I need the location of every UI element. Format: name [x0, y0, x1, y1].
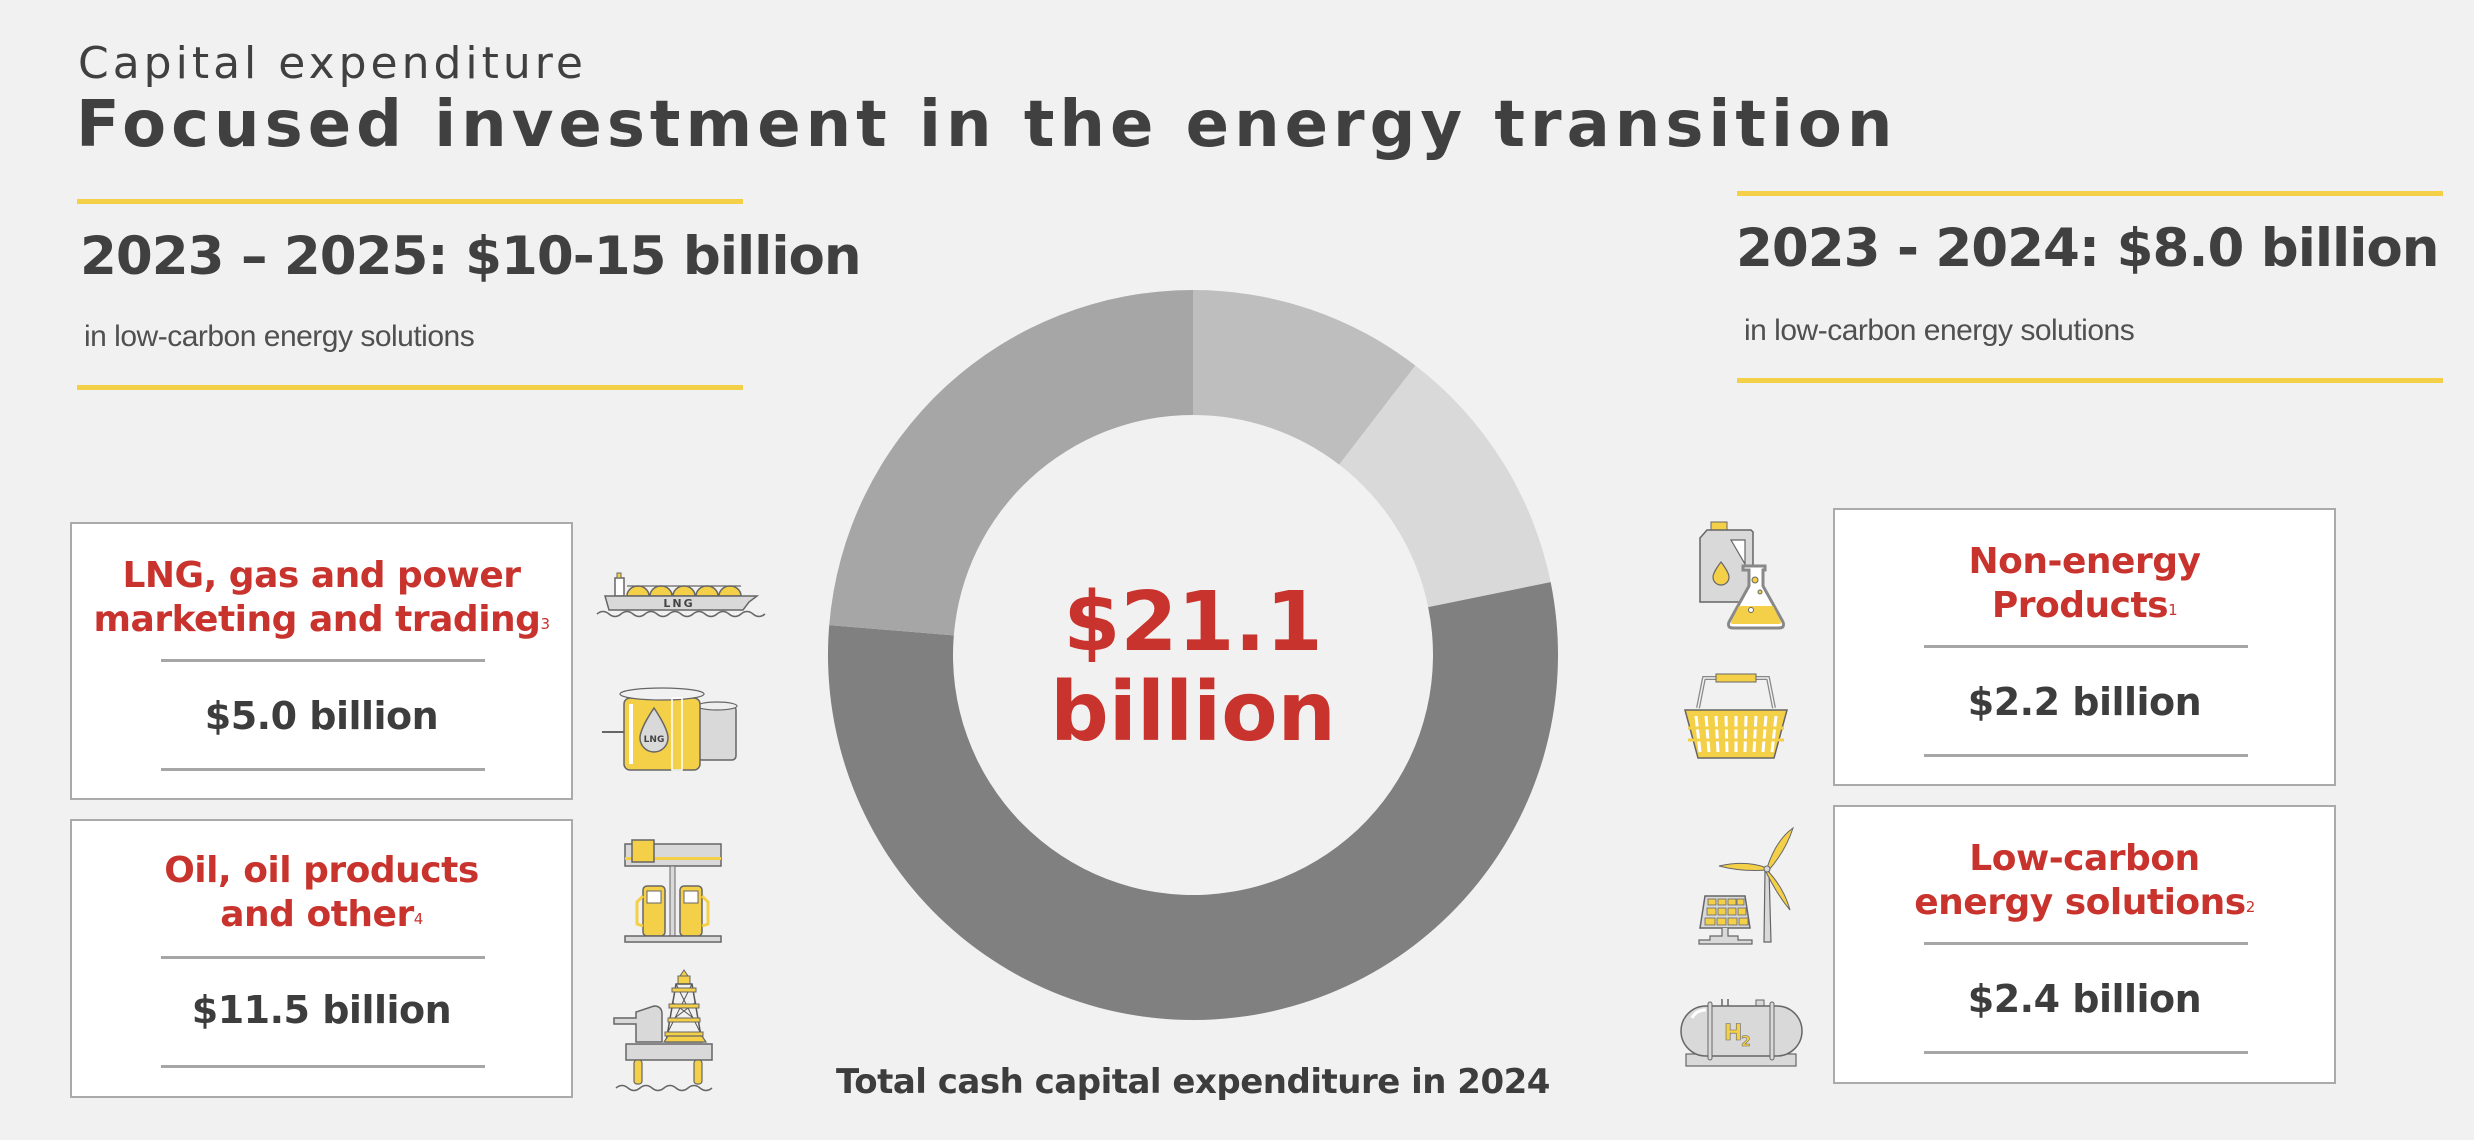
svg-text:LNG: LNG	[644, 735, 665, 745]
donut-caption: Total cash capital expenditure in 2024	[836, 1062, 1550, 1102]
card-title-line2: energy solutions2	[1835, 881, 2334, 931]
page-kicker: Capital expenditure	[78, 38, 587, 89]
yellow-divider-bottom-left	[77, 385, 743, 390]
donut-segment	[1339, 365, 1551, 608]
card-title-line1: LNG, gas and power	[122, 555, 521, 596]
yellow-divider-top-right	[1737, 191, 2443, 196]
card-title: Low-carbon energy solutions2	[1835, 837, 2334, 931]
page-title: Focused investment in the energy transit…	[76, 88, 1898, 162]
wind-solar-icon	[1698, 826, 1794, 945]
card-divider	[161, 659, 485, 662]
target-subtext-right: in low-carbon energy solutions	[1744, 314, 2135, 347]
chemicals-bottle-flask-icon	[1699, 521, 1785, 630]
card-title-line2-text: Products	[1991, 585, 2169, 626]
card-value: $11.5 billion	[191, 988, 452, 1032]
offshore-oil-rig-icon	[613, 969, 713, 1092]
donut-center-amount: $21.1	[1063, 575, 1323, 670]
footnote-marker: 4	[413, 910, 424, 928]
target-headline-left: 2023 – 2025: $10-15 billion	[80, 226, 862, 287]
footnote-marker: 1	[2168, 601, 2178, 619]
fuel-station-icon	[624, 839, 722, 943]
card-value: $2.2 billion	[1967, 680, 2202, 724]
card-lng-gas-power: LNG, gas and power marketing and trading…	[70, 522, 573, 800]
card-title-line2: and other4	[72, 893, 571, 943]
footnote-marker: 2	[2245, 898, 2256, 916]
card-title-line1: Oil, oil products	[164, 850, 479, 891]
yellow-divider-bottom-right	[1737, 378, 2443, 383]
card-divider	[161, 956, 485, 959]
donut-segment	[1193, 290, 1416, 465]
donut-center-unit: billion	[1050, 665, 1336, 760]
card-title-line2-text: marketing and trading	[93, 599, 541, 640]
card-divider	[161, 1065, 485, 1068]
card-title-line2: marketing and trading3	[72, 598, 571, 648]
svg-text:H: H	[1724, 1021, 1742, 1046]
card-value: $5.0 billion	[204, 694, 439, 738]
card-value: $2.4 billion	[1967, 977, 2202, 1021]
yellow-divider-top-left	[77, 199, 743, 204]
card-title-line2: Products1	[1835, 584, 2334, 634]
target-subtext-left: in low-carbon energy solutions	[84, 320, 475, 353]
card-title: Oil, oil products and other4	[72, 849, 571, 943]
donut-segment	[829, 290, 1193, 636]
card-low-carbon-solutions: Low-carbon energy solutions2 $2.4 billio…	[1833, 805, 2336, 1084]
card-divider	[1924, 942, 2248, 945]
donut-segment	[827, 582, 1559, 1021]
hydrogen-tank-icon: H 2	[1680, 999, 1803, 1067]
lng-carrier-ship-icon: LNG	[596, 572, 766, 618]
card-title-line1: Non-energy	[1968, 541, 2201, 582]
svg-text:2: 2	[1741, 1034, 1751, 1050]
card-divider	[1924, 645, 2248, 648]
svg-text:LNG: LNG	[663, 597, 694, 610]
card-title: Non-energy Products1	[1835, 540, 2334, 634]
card-title: LNG, gas and power marketing and trading…	[72, 554, 571, 648]
target-headline-right: 2023 - 2024: $8.0 billion	[1736, 218, 2440, 279]
card-divider	[161, 768, 485, 771]
shopping-basket-icon	[1684, 673, 1788, 759]
card-non-energy-products: Non-energy Products1 $2.2 billion	[1833, 508, 2336, 786]
card-title-line2-text: and other	[220, 894, 414, 935]
card-title-line1: Low-carbon	[1969, 838, 2200, 879]
card-title-line2-text: energy solutions	[1914, 882, 2246, 923]
card-divider	[1924, 1051, 2248, 1054]
footnote-marker: 3	[540, 615, 550, 633]
card-oil-products: Oil, oil products and other4 $11.5 billi…	[70, 819, 573, 1098]
lng-storage-tank-icon: LNG	[602, 687, 738, 771]
card-divider	[1924, 754, 2248, 757]
